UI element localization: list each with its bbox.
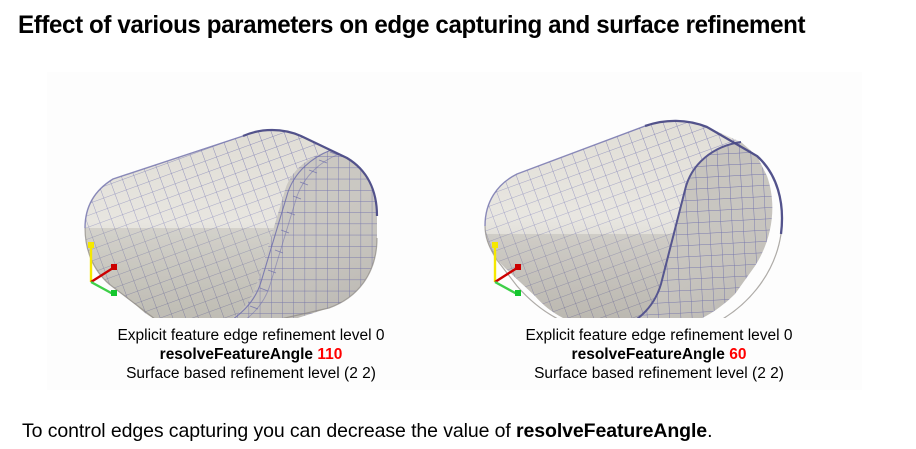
sharp-feature-edge <box>636 141 742 318</box>
caption-right-param: resolveFeatureAngle <box>571 346 725 363</box>
bottom-note-keyword: resolveFeatureAngle <box>516 420 708 442</box>
caption-right-line3: Surface based refinement level (2 2) <box>534 365 784 382</box>
mesh-cylinder-rounded-edges-render <box>47 78 455 318</box>
caption-left: Explicit feature edge refinement level 0… <box>47 326 455 383</box>
caption-right-line2: resolveFeatureAngle 60 <box>455 345 863 364</box>
figure-left <box>47 78 455 318</box>
caption-right-value: 60 <box>729 346 747 363</box>
axis-triad-icon <box>492 242 521 296</box>
caption-right: Explicit feature edge refinement level 0… <box>455 326 863 383</box>
figure-right <box>455 78 863 318</box>
caption-right-line1: Explicit feature edge refinement level 0 <box>525 327 793 344</box>
bottom-note-prefix: To control edges capturing you can decre… <box>22 420 517 442</box>
caption-left-line3: Surface based refinement level (2 2) <box>126 365 376 382</box>
caption-left-line1: Explicit feature edge refinement level 0 <box>117 327 385 344</box>
bottom-note: To control edges capturing you can decre… <box>22 418 902 444</box>
caption-left-value: 110 <box>317 346 343 363</box>
mesh-cylinder-sharp-edges-render <box>455 78 863 318</box>
caption-left-param: resolveFeatureAngle <box>159 346 313 363</box>
caption-left-line2: resolveFeatureAngle 110 <box>47 345 455 364</box>
axis-triad-icon <box>88 242 117 296</box>
page-title: Effect of various parameters on edge cap… <box>18 11 806 39</box>
rounded-feature-edge <box>218 149 340 318</box>
bottom-note-suffix: . <box>707 420 713 442</box>
